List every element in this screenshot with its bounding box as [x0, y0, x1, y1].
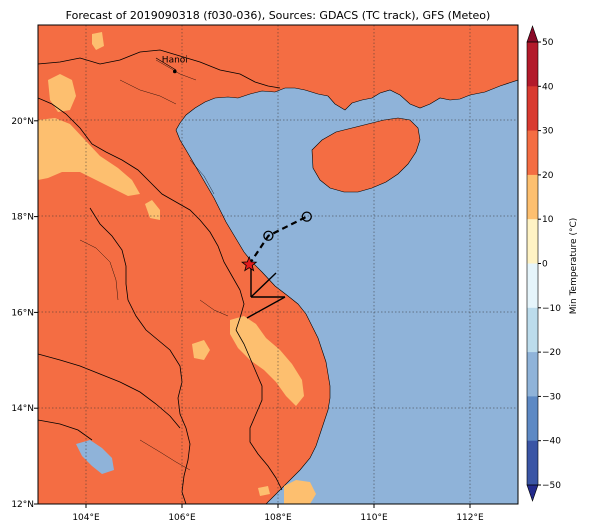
warm-patch [48, 74, 76, 112]
mainland-landmass [38, 25, 518, 504]
warm-patch [230, 316, 304, 406]
colorbar-band [527, 130, 538, 176]
colorbar-band [527, 263, 538, 309]
warm-patch [145, 200, 160, 220]
lat-tick-label: 16°N [11, 308, 34, 318]
colorbar-tick-label: 0 [542, 260, 548, 270]
lat-tick-label: 12°N [11, 500, 34, 510]
lon-tick-label: 106°E [168, 513, 196, 523]
lat-tick-label: 20°N [11, 117, 34, 127]
colorbar-tick-label: −30 [542, 392, 561, 402]
warm-patch [92, 32, 104, 50]
forecast-track-line [248, 215, 308, 266]
latitude-ticks: 12°N 14°N 16°N 18°N 20°N [11, 117, 38, 510]
lat-tick-label: 14°N [11, 404, 34, 414]
colorbar-tick-label: 40 [542, 82, 554, 92]
colorbar-band [527, 307, 538, 353]
colorbar-band [527, 86, 538, 132]
colorbar-tick-label: −10 [542, 304, 561, 314]
map-title: Forecast of 2019090318 (f030-036), Sourc… [65, 9, 491, 22]
warm-patch [192, 340, 210, 360]
hainan-island [311, 117, 421, 193]
lon-tick-label: 104°E [72, 513, 100, 523]
storm-position-star [241, 255, 258, 272]
colorbar-band [527, 42, 538, 87]
colorbar-extend-top [526, 25, 539, 43]
colorbar-tick-label: −20 [542, 348, 561, 358]
track-point [301, 211, 312, 222]
warm-patch [284, 480, 316, 504]
colorbar-band [527, 174, 538, 220]
colorbar-label: Min Temperature (°C) [569, 218, 579, 315]
colorbar-band [527, 440, 538, 486]
graticule [38, 25, 518, 504]
colorbar-band [527, 352, 538, 397]
city-label: Hanoi [162, 55, 188, 65]
longitude-ticks: 104°E 106°E 108°E 110°E 112°E [72, 504, 484, 523]
colorbar-tick-label: 50 [542, 38, 554, 48]
lon-tick-label: 108°E [264, 513, 292, 523]
colorbar-tick-label: −50 [542, 481, 561, 491]
warm-patch [38, 118, 140, 196]
colorbar-extend-bottom [526, 484, 539, 502]
colorbar-band [527, 396, 538, 442]
colorbar: 50 40 30 20 10 0 −10 −20 −30 −40 −50 [526, 25, 561, 502]
river-line [155, 57, 177, 71]
map-panel: Hanoi [38, 25, 518, 504]
colorbar-tick-label: 20 [542, 171, 554, 181]
cool-patch [76, 440, 114, 474]
colorbar-tick-label: 30 [542, 127, 554, 137]
colorbar-band [527, 219, 538, 264]
city-marker [173, 69, 177, 74]
colorbar-tick-label: 10 [542, 215, 554, 225]
lat-tick-label: 18°N [11, 213, 34, 223]
lon-tick-label: 110°E [360, 513, 388, 523]
lon-tick-label: 112°E [456, 513, 484, 523]
track-point [263, 230, 274, 241]
colorbar-tick-label: −40 [542, 437, 561, 447]
warm-patch [258, 486, 270, 496]
country-borders [38, 49, 283, 504]
